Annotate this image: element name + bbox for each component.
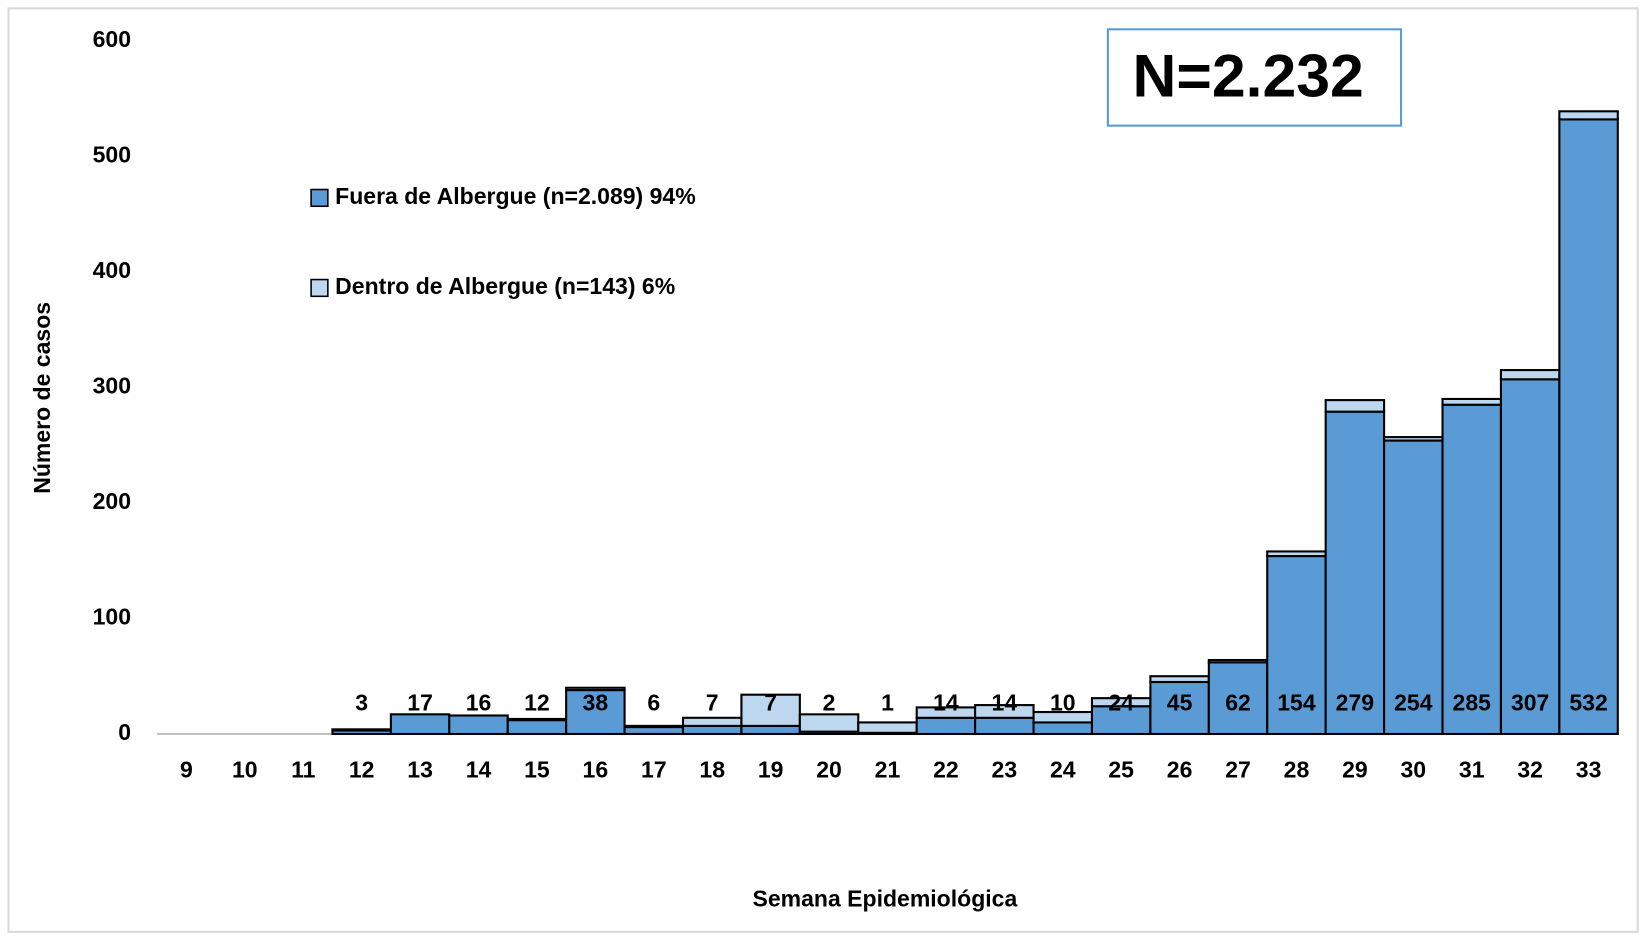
legend-label: Fuera de Albergue (n=2.089) 94%: [335, 183, 696, 209]
bar-segment: [565, 686, 626, 692]
x-tick-label: 29: [1342, 757, 1368, 783]
bar-segment: [623, 724, 685, 729]
data-label: 62: [1225, 690, 1251, 716]
x-tick-label: 32: [1517, 757, 1543, 783]
legend-swatch: [310, 278, 329, 298]
data-label: 14: [933, 690, 959, 716]
data-label: 2: [823, 690, 836, 716]
bar-segment: [1324, 410, 1386, 736]
x-tick-label: 19: [758, 757, 784, 783]
data-label: 7: [764, 690, 777, 716]
x-tick-label: 15: [524, 757, 550, 783]
data-label: 45: [1167, 690, 1193, 716]
y-tick-label: 500: [93, 141, 131, 167]
bar-segment: [857, 721, 918, 734]
x-tick-label: 30: [1401, 757, 1427, 783]
data-label: 532: [1569, 690, 1607, 716]
legend-label: Dentro de Albergue (n=143) 6%: [335, 273, 675, 299]
x-tick-label: 23: [992, 757, 1018, 783]
x-tick-label: 24: [1050, 757, 1076, 783]
x-tick-label: 28: [1284, 757, 1310, 783]
x-tick-label: 31: [1459, 757, 1485, 783]
x-tick-label: 9: [180, 757, 193, 783]
x-tick-label: 10: [232, 757, 258, 783]
data-label: 7: [706, 690, 719, 716]
bar-segment: [1149, 675, 1210, 684]
data-label: 154: [1277, 690, 1316, 716]
data-label: 279: [1336, 690, 1374, 716]
bar-segment: [1441, 403, 1502, 736]
y-tick-label: 0: [118, 719, 131, 745]
bar-segment: [389, 713, 451, 736]
data-label: 38: [583, 690, 609, 716]
x-tick-label: 27: [1225, 757, 1251, 783]
x-tick-label: 18: [699, 757, 725, 783]
y-tick-label: 600: [93, 26, 131, 52]
data-label: 17: [407, 690, 433, 716]
data-label: 1: [881, 690, 894, 716]
y-tick-label: 200: [93, 488, 131, 514]
bar-segment: [565, 689, 626, 736]
data-label: 12: [524, 690, 550, 716]
data-label: 3: [355, 690, 368, 716]
bar-segment: [1266, 550, 1327, 558]
y-tick-label: 300: [93, 372, 131, 398]
x-tick-label: 13: [407, 757, 433, 783]
bar-segment: [506, 719, 568, 736]
x-tick-label: 25: [1108, 757, 1134, 783]
bar-segment: [1558, 110, 1619, 121]
data-label: 6: [647, 690, 660, 716]
data-label: 14: [992, 690, 1018, 716]
bar-segment: [331, 728, 392, 732]
legend-swatch: [310, 188, 329, 208]
x-axis-label: Semana Epidemiológica: [752, 886, 1017, 912]
bar-segment: [740, 693, 801, 727]
bar-segment: [1032, 721, 1094, 736]
data-label: 10: [1050, 690, 1076, 716]
bar-segment: [1441, 397, 1502, 406]
bar-segment: [798, 713, 860, 733]
bar-segment: [681, 724, 743, 736]
x-tick-label: 11: [291, 757, 316, 783]
bar-segment: [1383, 439, 1444, 736]
bar-segment: [1149, 680, 1210, 736]
data-label: 307: [1511, 690, 1549, 716]
x-tick-label: 21: [875, 757, 901, 783]
x-tick-label: 17: [641, 757, 667, 783]
x-tick-label: 33: [1576, 757, 1602, 783]
x-tick-label: 16: [583, 757, 609, 783]
data-label: 254: [1394, 690, 1433, 716]
x-tick-label: 22: [933, 757, 959, 783]
x-tick-label: 14: [466, 757, 492, 783]
bar-segment: [1266, 555, 1327, 736]
x-tick-label: 12: [349, 757, 375, 783]
bar-segment: [681, 716, 743, 727]
bar-segment: [1558, 118, 1619, 736]
x-tick-label: 20: [816, 757, 842, 783]
bar-segment: [1499, 369, 1561, 381]
y-tick-label: 400: [93, 257, 131, 283]
bar-segment: [1383, 436, 1444, 442]
bar-segment: [740, 724, 801, 736]
y-tick-label: 100: [93, 604, 131, 630]
y-axis-label: Número de casos: [29, 302, 55, 494]
bar-segment: [1499, 378, 1561, 736]
bar-segment: [974, 716, 1035, 736]
bar-segment: [915, 716, 977, 736]
bar-segment: [1324, 399, 1386, 413]
data-label: 285: [1453, 690, 1492, 716]
annotation: N=2.232: [1133, 42, 1364, 110]
x-tick-label: 26: [1167, 757, 1193, 783]
bar-segment: [506, 717, 568, 722]
bar-segment: [1207, 658, 1269, 664]
annotation-box: [1106, 28, 1403, 127]
data-label: 16: [466, 690, 492, 716]
bar-segment: [448, 714, 509, 736]
data-label: 24: [1108, 690, 1134, 716]
